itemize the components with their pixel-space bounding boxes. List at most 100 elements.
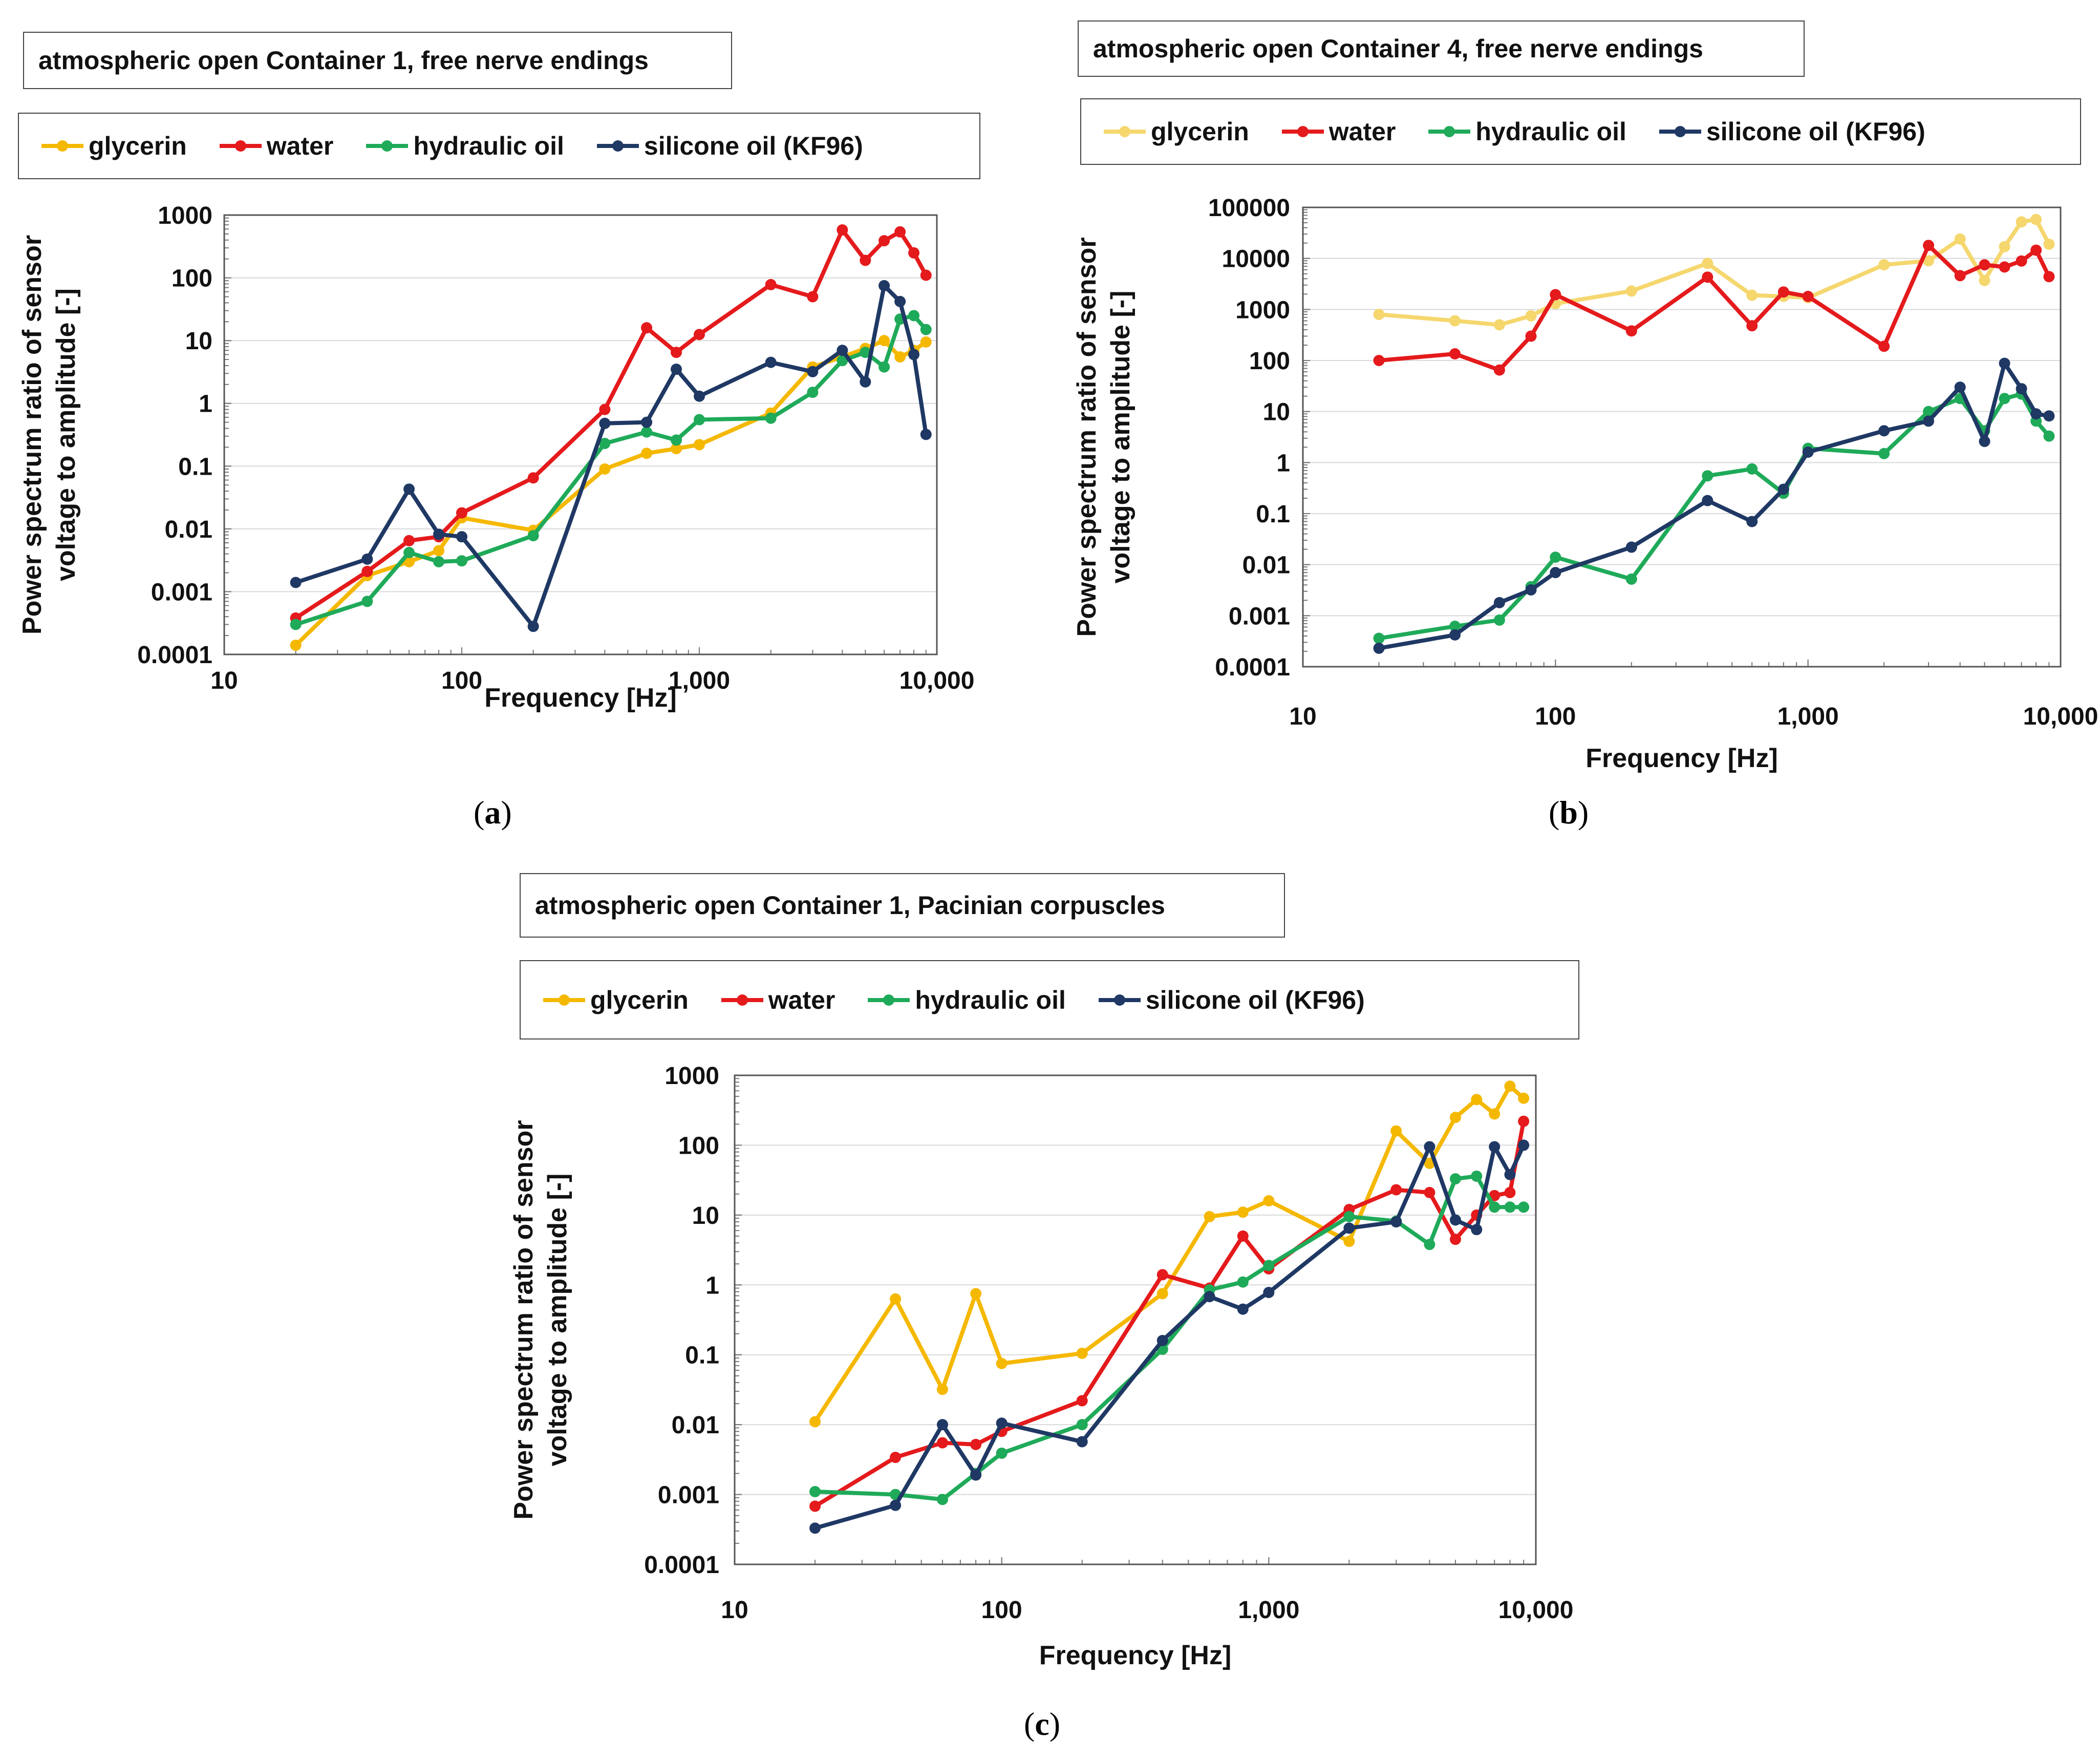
data-point — [599, 463, 611, 475]
panel-caption: (a) — [474, 794, 512, 831]
data-point — [920, 429, 932, 440]
data-point — [599, 404, 611, 415]
data-point — [403, 483, 415, 495]
legend-item: silicone oil (KF96) — [1097, 985, 1365, 1015]
series-line-glycerin — [294, 338, 928, 647]
y-tick-label: 1000 — [1235, 296, 1290, 324]
legend-label: hydraulic oil — [413, 132, 564, 160]
x-tick-label: 10,000 — [1498, 1597, 1574, 1624]
data-point — [936, 1419, 948, 1431]
data-point — [1550, 289, 1561, 301]
y-tick-label: 0.1 — [685, 1342, 719, 1369]
x-axis-label: Frequency [Hz] — [1585, 744, 1778, 773]
legend-marker — [721, 994, 763, 1006]
data-point — [2043, 238, 2055, 250]
data-point — [2016, 216, 2027, 228]
data-point — [996, 1357, 1008, 1369]
data-point — [1449, 1112, 1461, 1123]
data-point — [1625, 541, 1637, 553]
data-point — [2016, 255, 2027, 267]
data-point — [1237, 1206, 1249, 1218]
legend-dot — [883, 994, 895, 1006]
chart-svg: 0.0001 0.001 0.01 0.1 1 10 100 1000 10000 100000 1… — [1072, 195, 2098, 773]
data-point — [908, 349, 920, 360]
data-point — [1504, 1186, 1516, 1198]
data-point — [1156, 1334, 1168, 1346]
series-line-silicone-oil-kf96- — [1378, 361, 2050, 650]
data-point — [1625, 285, 1637, 297]
data-point — [837, 224, 848, 236]
data-point — [1777, 483, 1789, 495]
y-axis-label: Power spectrum ratio of sensor voltage to… — [1072, 237, 1135, 636]
data-point — [878, 335, 890, 347]
y-tick-label: 0.001 — [658, 1482, 719, 1509]
data-point — [1979, 274, 1990, 286]
data-point — [1746, 463, 1758, 475]
chart-title: atmospheric open Container 1, Pacinian c… — [520, 873, 1285, 938]
data-point — [1746, 516, 1758, 527]
panel-a: atmospheric open Container 1, free nerve… — [0, 0, 1024, 871]
data-point — [527, 472, 539, 484]
y-tick-label: 100 — [172, 265, 212, 292]
data-point — [878, 235, 890, 247]
y-axis-label-line1: Power spectrum ratio of sensor — [17, 235, 47, 634]
data-point — [890, 1499, 902, 1511]
data-point — [433, 556, 445, 567]
panel-caption: (b) — [1549, 794, 1589, 831]
y-axis-label: Power spectrum ratio of sensor voltage to… — [509, 1120, 572, 1519]
data-point — [1493, 597, 1505, 608]
data-point — [1999, 357, 2010, 369]
y-tick-label: 1 — [1276, 450, 1290, 477]
data-point — [290, 577, 302, 588]
data-point — [1625, 573, 1637, 585]
y-tick-label: 1000 — [158, 202, 212, 229]
y-tick-label: 100000 — [1208, 195, 1290, 222]
data-point — [936, 1384, 948, 1395]
legend-item: hydraulic oil — [364, 131, 564, 161]
legend-marker — [868, 994, 910, 1006]
data-point — [765, 356, 777, 368]
data-point — [641, 416, 653, 428]
data-point — [1518, 1115, 1530, 1127]
data-point — [809, 1522, 821, 1534]
data-point — [837, 355, 848, 367]
x-tick-label: 10 — [1289, 703, 1316, 730]
y-tick-label: 10 — [185, 328, 212, 355]
data-point — [1489, 1141, 1501, 1153]
data-point — [920, 336, 932, 348]
data-point — [1525, 584, 1537, 596]
y-tick-label: 10000 — [1222, 246, 1290, 273]
data-point — [1449, 348, 1461, 360]
series-line-hydraulic-oil — [815, 1174, 1524, 1502]
data-point — [1263, 1195, 1275, 1207]
legend: glycerin water hydraulic oil silicone oil (… — [520, 960, 1579, 1039]
legend-label: hydraulic oil — [915, 985, 1066, 1014]
data-point — [1504, 1080, 1516, 1092]
data-point — [456, 507, 467, 519]
legend-dot — [381, 140, 393, 152]
legend-item: water — [719, 985, 835, 1015]
data-point — [1702, 258, 1713, 269]
data-point — [807, 291, 819, 303]
data-point — [1343, 1222, 1355, 1234]
legend-marker — [366, 140, 409, 152]
x-tick-label: 10,000 — [2023, 703, 2098, 730]
data-point — [641, 322, 653, 334]
data-point — [2030, 244, 2042, 256]
legend-marker — [219, 140, 262, 152]
data-point — [1923, 415, 1935, 427]
data-point — [1489, 1108, 1501, 1120]
x-tick-label: 10 — [210, 667, 238, 694]
data-point — [765, 279, 777, 290]
data-point — [1802, 290, 1814, 302]
x-tick-label: 100 — [981, 1597, 1022, 1624]
data-point — [1204, 1291, 1215, 1303]
data-point — [1702, 271, 1713, 283]
data-point — [1878, 425, 1890, 437]
data-point — [456, 555, 467, 567]
legend-dot — [1297, 126, 1309, 137]
data-point — [1923, 255, 1935, 267]
legend-item: water — [218, 131, 333, 161]
data-point — [456, 531, 467, 543]
data-point — [527, 621, 539, 632]
